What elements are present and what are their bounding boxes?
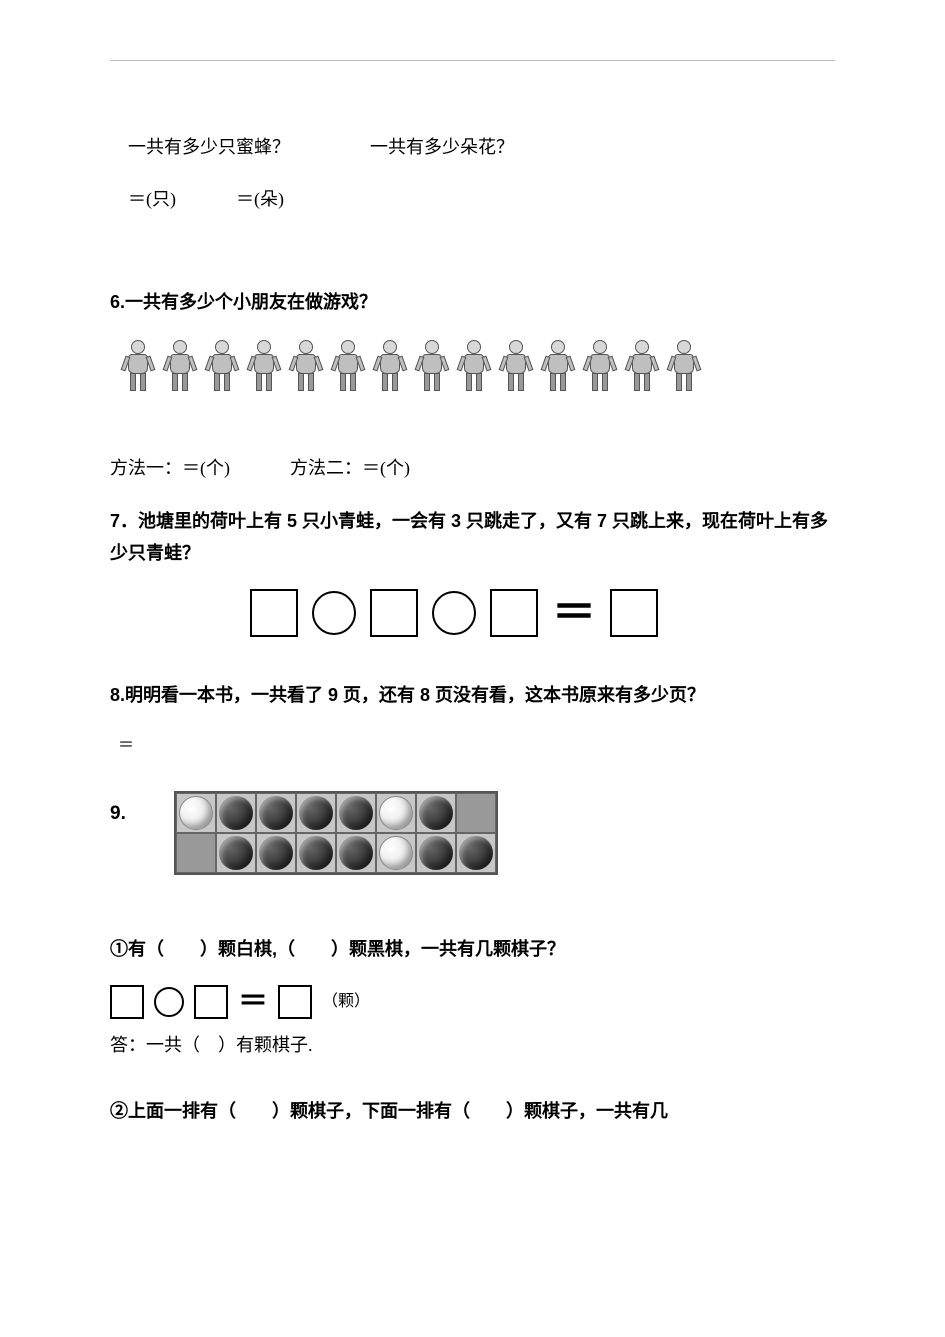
board-cell (176, 833, 216, 873)
eq-box[interactable] (110, 985, 144, 1019)
white-stone-icon (379, 836, 413, 870)
board-row (176, 793, 496, 833)
q9-sub1-label: ① (110, 939, 128, 959)
board-cell (256, 793, 296, 833)
board-cell (216, 793, 256, 833)
eq-equals: ＝ (238, 987, 268, 1017)
child-icon (120, 338, 156, 394)
q7-number: 7． (110, 511, 138, 531)
q7-equation: ＝ (250, 589, 835, 637)
board-row (176, 833, 496, 873)
child-icon (624, 338, 660, 394)
black-stone-icon (259, 836, 293, 870)
black-stone-icon (219, 796, 253, 830)
child-icon (498, 338, 534, 394)
board-cell (456, 833, 496, 873)
eq-box[interactable] (370, 589, 418, 637)
q9-sub1: ①有（ ）颗白棋,（ ）颗黑棋，一共有几颗棋子？ (110, 933, 835, 965)
q5-eq-row: ＝(只) ＝(朵) (110, 183, 835, 215)
eq-box[interactable] (194, 985, 228, 1019)
q8-text: 明明看一本书，一共看了 9 页，还有 8 页没有看，这本书原来有多少页？ (125, 685, 705, 705)
child-icon (456, 338, 492, 394)
black-stone-icon (419, 836, 453, 870)
q6-methods-row: 方法一：＝(个) 方法二：＝(个) (110, 452, 835, 484)
child-icon (246, 338, 282, 394)
board-cell (456, 793, 496, 833)
board-cell (376, 793, 416, 833)
board-cell (336, 793, 376, 833)
child-icon (666, 338, 702, 394)
child-icon (540, 338, 576, 394)
q9-sub2-text: 上面一排有（ ）颗棋子，下面一排有（ ）颗棋子，一共有几 (128, 1101, 668, 1121)
board-cell (296, 833, 336, 873)
white-stone-icon (379, 796, 413, 830)
child-icon (162, 338, 198, 394)
q7-text: 池塘里的荷叶上有 5 只小青蛙，一会有 3 只跳走了，又有 7 只跳上来，现在荷… (110, 511, 828, 563)
q6-heading: 6.一共有多少个小朋友在做游戏？ (110, 286, 835, 318)
child-icon (582, 338, 618, 394)
board-cell (376, 833, 416, 873)
eq-operator-circle[interactable] (312, 591, 356, 635)
eq-box[interactable] (490, 589, 538, 637)
q6-number: 6. (110, 292, 125, 312)
eq-result-box[interactable] (610, 589, 658, 637)
q9-sub1-answer: 答：一共（ ）有颗棋子. (110, 1029, 835, 1061)
child-icon (204, 338, 240, 394)
child-icon (372, 338, 408, 394)
eq-box[interactable] (250, 589, 298, 637)
board-cell (176, 793, 216, 833)
q9-sub1-text: 有（ ）颗白棋,（ ）颗黑棋，一共有几颗棋子？ (128, 939, 565, 959)
q6-children-illustration (120, 338, 835, 394)
q7-heading: 7．池塘里的荷叶上有 5 只小青蛙，一会有 3 只跳走了，又有 7 只跳上来，现… (110, 505, 835, 570)
q5-col1-eq: ＝(只) (128, 183, 176, 215)
black-stone-icon (459, 836, 493, 870)
q9-row: 9. (110, 791, 835, 875)
black-stone-icon (339, 796, 373, 830)
q6-method1: 方法一：＝(个) (110, 452, 230, 484)
black-stone-icon (219, 836, 253, 870)
board-cell (216, 833, 256, 873)
q6-method2: 方法二：＝(个) (290, 452, 410, 484)
q9-number: 9. (110, 791, 150, 831)
q6-text: 一共有多少个小朋友在做游戏？ (125, 292, 377, 312)
eq-operator-circle[interactable] (154, 987, 184, 1017)
board-cell (416, 793, 456, 833)
child-icon (330, 338, 366, 394)
page-top-rule (110, 60, 835, 61)
q9-sub2: ②上面一排有（ ）颗棋子，下面一排有（ ）颗棋子，一共有几 (110, 1095, 835, 1127)
white-stone-icon (179, 796, 213, 830)
black-stone-icon (299, 836, 333, 870)
q8-heading: 8.明明看一本书，一共看了 9 页，还有 8 页没有看，这本书原来有多少页？ (110, 679, 835, 711)
eq-operator-circle[interactable] (432, 591, 476, 635)
q5-questions-row: 一共有多少只蜜蜂？ 一共有多少朵花？ (110, 131, 835, 163)
q9-sub2-label: ② (110, 1101, 128, 1121)
child-icon (288, 338, 324, 394)
board-cell (416, 833, 456, 873)
q9-board (174, 791, 498, 875)
q5-col2-question: 一共有多少朵花？ (370, 131, 514, 163)
q9-sub1-unit: （颗） (322, 988, 370, 1017)
board-cell (336, 833, 376, 873)
q5-col2-eq: ＝(朵) (236, 183, 284, 215)
q5-col1-question: 一共有多少只蜜蜂？ (128, 131, 290, 163)
black-stone-icon (419, 796, 453, 830)
board-cell (296, 793, 336, 833)
black-stone-icon (259, 796, 293, 830)
board-cell (256, 833, 296, 873)
q8-eq-line: ＝ (110, 732, 835, 761)
q8-number: 8. (110, 685, 125, 705)
eq-equals: ＝ (552, 591, 596, 635)
q9-sub1-equation: ＝ （颗） (110, 985, 835, 1019)
black-stone-icon (339, 836, 373, 870)
eq-result-box[interactable] (278, 985, 312, 1019)
black-stone-icon (299, 796, 333, 830)
child-icon (414, 338, 450, 394)
